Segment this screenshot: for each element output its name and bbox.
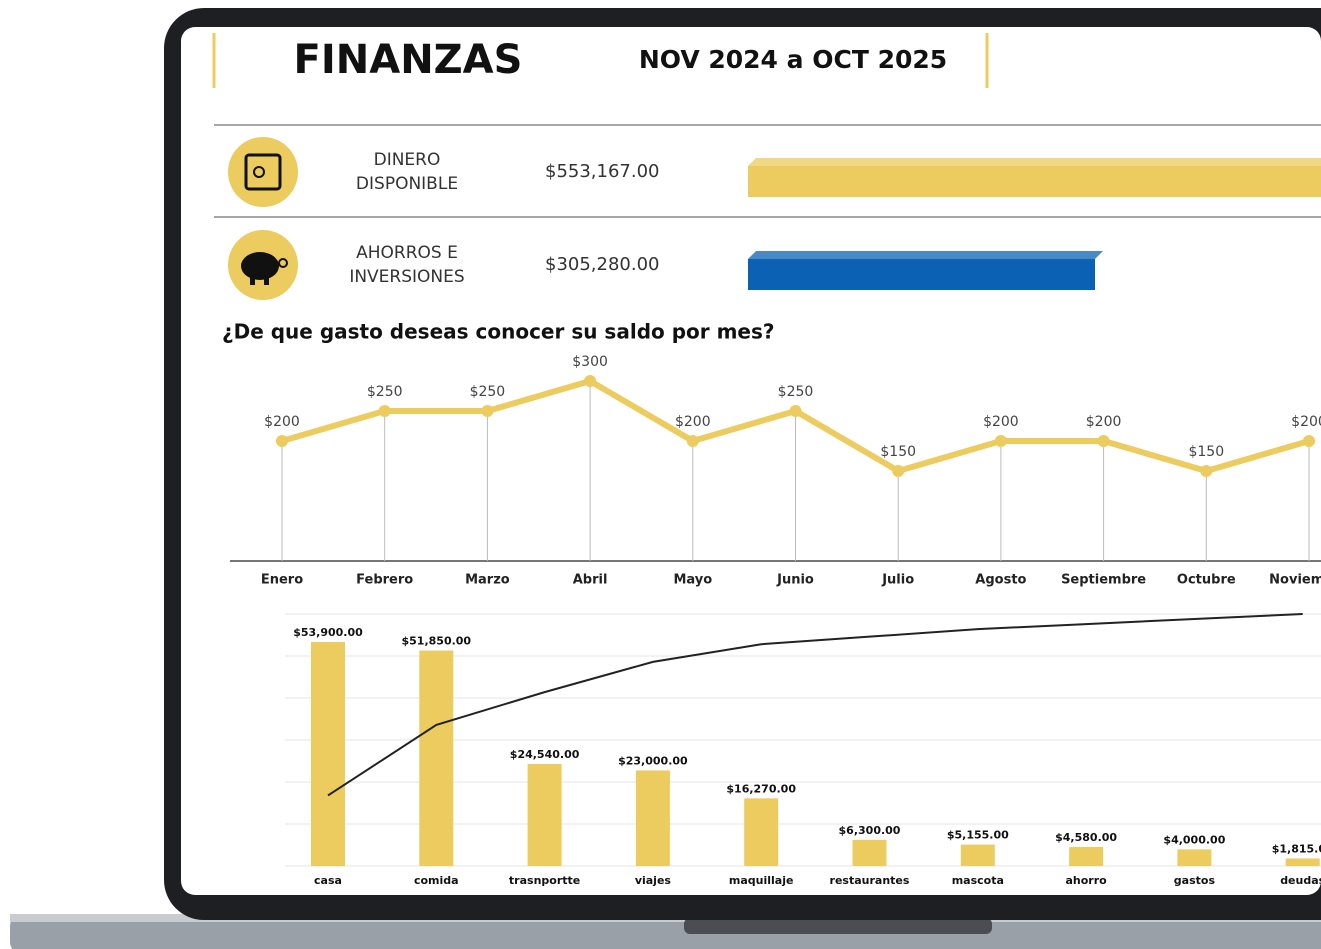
piggy-snout	[278, 258, 288, 268]
x-tick-label: Febrero	[356, 573, 413, 588]
x-tick-label: maquillaje	[729, 874, 794, 887]
kpi-label: INVERSIONES	[349, 267, 464, 287]
x-tick-label: deudas	[1280, 874, 1321, 887]
point	[1097, 435, 1110, 447]
screen-bg	[181, 27, 1321, 895]
point	[584, 375, 597, 387]
value-label: $250	[367, 384, 403, 400]
value-label: $24,540.00	[510, 748, 580, 761]
x-tick-label: Julio	[881, 573, 914, 588]
x-tick-label: Agosto	[975, 573, 1026, 588]
value-label: $250	[470, 384, 506, 400]
value-label: $23,000.00	[618, 754, 688, 767]
question: ¿De que gasto deseas conocer su saldo po…	[222, 320, 775, 344]
value-label: $1,815.00	[1272, 842, 1321, 855]
x-tick-label: ahorro	[1065, 874, 1107, 887]
bar	[744, 798, 779, 866]
x-tick-label: gastos	[1174, 874, 1216, 887]
kpi-label: DINERO	[374, 150, 441, 170]
kpi-label: AHORROS E	[356, 243, 458, 263]
kpi-value: $553,167.00	[545, 161, 660, 182]
kpi-value: $305,280.00	[545, 254, 660, 275]
value-label: $200	[1291, 414, 1321, 430]
piggy-leg	[250, 276, 255, 285]
bar	[311, 642, 345, 866]
laptop-notch	[684, 918, 992, 934]
point	[1200, 465, 1213, 477]
point	[1303, 435, 1315, 447]
x-tick-label: restaurantes	[830, 874, 910, 887]
x-tick-label: Enero	[261, 573, 303, 588]
x-tick-label: Noviembre	[1269, 573, 1321, 588]
point	[481, 405, 494, 417]
value-label: $150	[1188, 444, 1224, 460]
bar	[960, 844, 995, 866]
value-label: $53,900.00	[293, 626, 363, 639]
x-tick-label: Marzo	[465, 573, 510, 588]
bar	[1069, 846, 1104, 866]
x-tick-label: Mayo	[673, 573, 712, 588]
piggy-icon	[241, 252, 279, 280]
bar	[635, 770, 670, 866]
kpi-label: DISPONIBLE	[356, 174, 458, 194]
piggy-leg	[264, 276, 269, 285]
x-tick-label: viajes	[635, 874, 672, 887]
value-label: $200	[264, 414, 300, 430]
x-tick-label: casa	[314, 874, 342, 887]
point	[276, 435, 288, 447]
bar	[419, 650, 454, 866]
value-label: $16,270.00	[726, 782, 796, 795]
value-label: $200	[675, 414, 711, 430]
bar	[1177, 849, 1212, 866]
value-label: $51,850.00	[402, 635, 472, 648]
value-label: $4,000.00	[1163, 833, 1225, 846]
x-tick-label: Abril	[573, 573, 608, 588]
x-tick-label: Octubre	[1177, 573, 1236, 588]
kpi-bar-top	[748, 251, 1103, 259]
kpi-bar	[748, 259, 1095, 290]
value-label: $150	[880, 444, 916, 460]
point	[686, 435, 699, 447]
value-label: $200	[983, 414, 1019, 430]
point	[994, 435, 1007, 447]
bar	[527, 764, 562, 866]
bar	[852, 839, 887, 866]
safe-dial	[253, 166, 265, 178]
period: NOV 2024 a OCT 2025	[639, 45, 947, 74]
point	[789, 405, 802, 417]
safe-icon	[244, 153, 282, 191]
value-label: $200	[1086, 414, 1122, 430]
x-tick-label: trasnportte	[509, 874, 580, 887]
x-tick-label: Junio	[776, 573, 814, 588]
value-label: $300	[572, 354, 608, 370]
x-tick-label: mascota	[952, 874, 1004, 887]
cumulative-line	[327, 613, 1303, 797]
screen: FINANZAS NOV 2024 a OCT 2025 ¿De que gas…	[181, 27, 1321, 895]
x-tick-label: comida	[414, 874, 459, 887]
x-tick-label: Septiembre	[1061, 573, 1146, 588]
bar	[1285, 858, 1320, 866]
value-label: $5,155.00	[947, 829, 1009, 842]
kpi-bar-top	[748, 158, 1321, 166]
value-label: $6,300.00	[839, 824, 901, 837]
point	[892, 465, 905, 477]
point	[378, 405, 391, 417]
value-label: $250	[778, 384, 814, 400]
laptop-base	[10, 914, 1321, 949]
value-label: $4,580.00	[1055, 831, 1117, 844]
kpi-bar	[748, 166, 1321, 197]
title: FINANZAS	[294, 37, 523, 83]
